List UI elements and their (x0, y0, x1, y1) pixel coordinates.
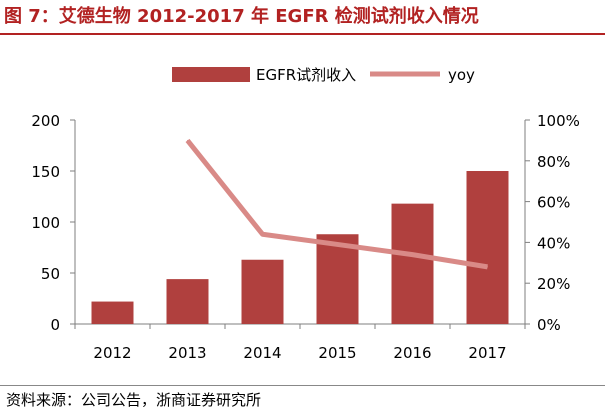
y-right-tick-label: 100% (537, 112, 580, 130)
chart: 0 50 100 150 200 0% 20% 40% 60% 80% 100% 2012 2013 20… (31, 66, 580, 362)
y-left-tick-label: 0 (50, 316, 60, 334)
yoy-point (262, 233, 263, 235)
legend-swatch-bar (172, 67, 250, 82)
bar (391, 203, 434, 324)
y-left-tick-label: 50 (41, 265, 60, 283)
y-right-tick-label: 20% (537, 275, 570, 293)
x-tick-label: 2014 (243, 344, 281, 362)
figure-title: 图 7：艾德生物 2012-2017 年 EGFR 检测试剂收入情况 (4, 6, 479, 27)
y-right-tick-label: 40% (537, 234, 570, 252)
y-right-tick-label: 60% (537, 194, 570, 212)
yoy-point (187, 139, 188, 141)
legend-label-line: yoy (448, 66, 475, 84)
y-right-tick-label: 80% (537, 153, 570, 171)
bar (91, 301, 134, 324)
bar (466, 171, 509, 324)
y-right-tick-label: 0% (537, 316, 561, 334)
source-note: 资料来源：公司公告，浙商证券研究所 (6, 391, 262, 409)
x-tick-label: 2016 (393, 344, 431, 362)
bar (316, 234, 359, 324)
yoy-point (337, 243, 338, 245)
bar (241, 259, 284, 324)
y-left-tick-label: 200 (31, 112, 60, 130)
yoy-point (487, 266, 488, 268)
x-tick-label: 2012 (93, 344, 131, 362)
y-left-tick-label: 150 (31, 163, 60, 181)
x-tick-label: 2013 (168, 344, 206, 362)
source-divider (0, 385, 605, 386)
x-tick-label: 2015 (318, 344, 356, 362)
legend-label-bar: EGFR试剂收入 (256, 66, 356, 84)
y-left-tick-label: 100 (31, 214, 60, 232)
bar (166, 279, 209, 324)
yoy-point (412, 254, 413, 256)
title-divider (0, 33, 605, 35)
x-tick-label: 2017 (468, 344, 506, 362)
